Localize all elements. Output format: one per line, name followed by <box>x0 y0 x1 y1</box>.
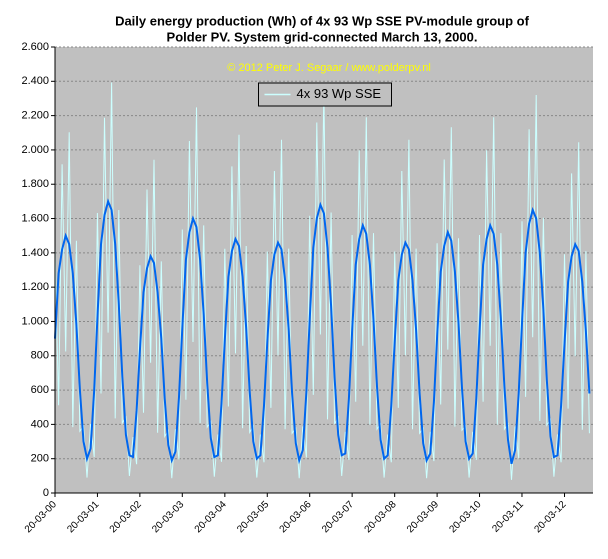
x-tick-label: 20-03-03 <box>150 499 186 535</box>
data-line <box>54 198 591 465</box>
y-tick-label: 400 <box>31 418 49 430</box>
x-tick-label: 20-03-02 <box>108 499 144 535</box>
x-tick-label: 20-03-00 <box>23 499 59 535</box>
y-tick-label: 2.400 <box>21 75 49 87</box>
x-tick-label: 20-03-04 <box>193 499 229 535</box>
y-tick-label: 2.000 <box>21 144 49 156</box>
y-tick-label: 1.200 <box>21 281 49 293</box>
x-tick-label: 20-03-10 <box>447 499 483 535</box>
y-tick-label: 2.200 <box>21 110 49 122</box>
annotation: © 2012 Peter J. Segaar / www.polderpv.nl <box>227 62 431 74</box>
x-tick-label: 20-03-09 <box>405 499 441 535</box>
chart-subtitle: Polder PV. System grid-connected March 1… <box>167 29 478 44</box>
y-tick-label: 0 <box>43 487 49 499</box>
y-tick-label: 800 <box>31 350 49 362</box>
x-tick-label: 20-03-08 <box>363 499 399 535</box>
y-tick-label: 1.400 <box>21 247 49 259</box>
chart-title: Daily energy production (Wh) of 4x 93 Wp… <box>115 13 530 28</box>
y-tick-label: 1.800 <box>21 178 49 190</box>
x-tick-label: 20-03-01 <box>65 499 101 535</box>
y-tick-label: 1.600 <box>21 212 49 224</box>
x-tick-label: 20-03-07 <box>320 499 356 535</box>
x-tick-label: 20-03-11 <box>490 499 526 535</box>
x-tick-label: 20-03-05 <box>235 499 271 535</box>
legend-label: 4x 93 Wp SSE <box>297 86 382 101</box>
y-tick-label: 2.600 <box>21 41 49 53</box>
x-tick-label: 20-03-06 <box>278 499 314 535</box>
y-tick-label: 200 <box>31 453 49 465</box>
y-tick-label: 1.000 <box>21 315 49 327</box>
legend: 4x 93 Wp SSE <box>258 82 392 107</box>
y-tick-label: 600 <box>31 384 49 396</box>
x-tick-label: 20-03-12 <box>532 499 568 535</box>
legend-box <box>258 82 392 107</box>
